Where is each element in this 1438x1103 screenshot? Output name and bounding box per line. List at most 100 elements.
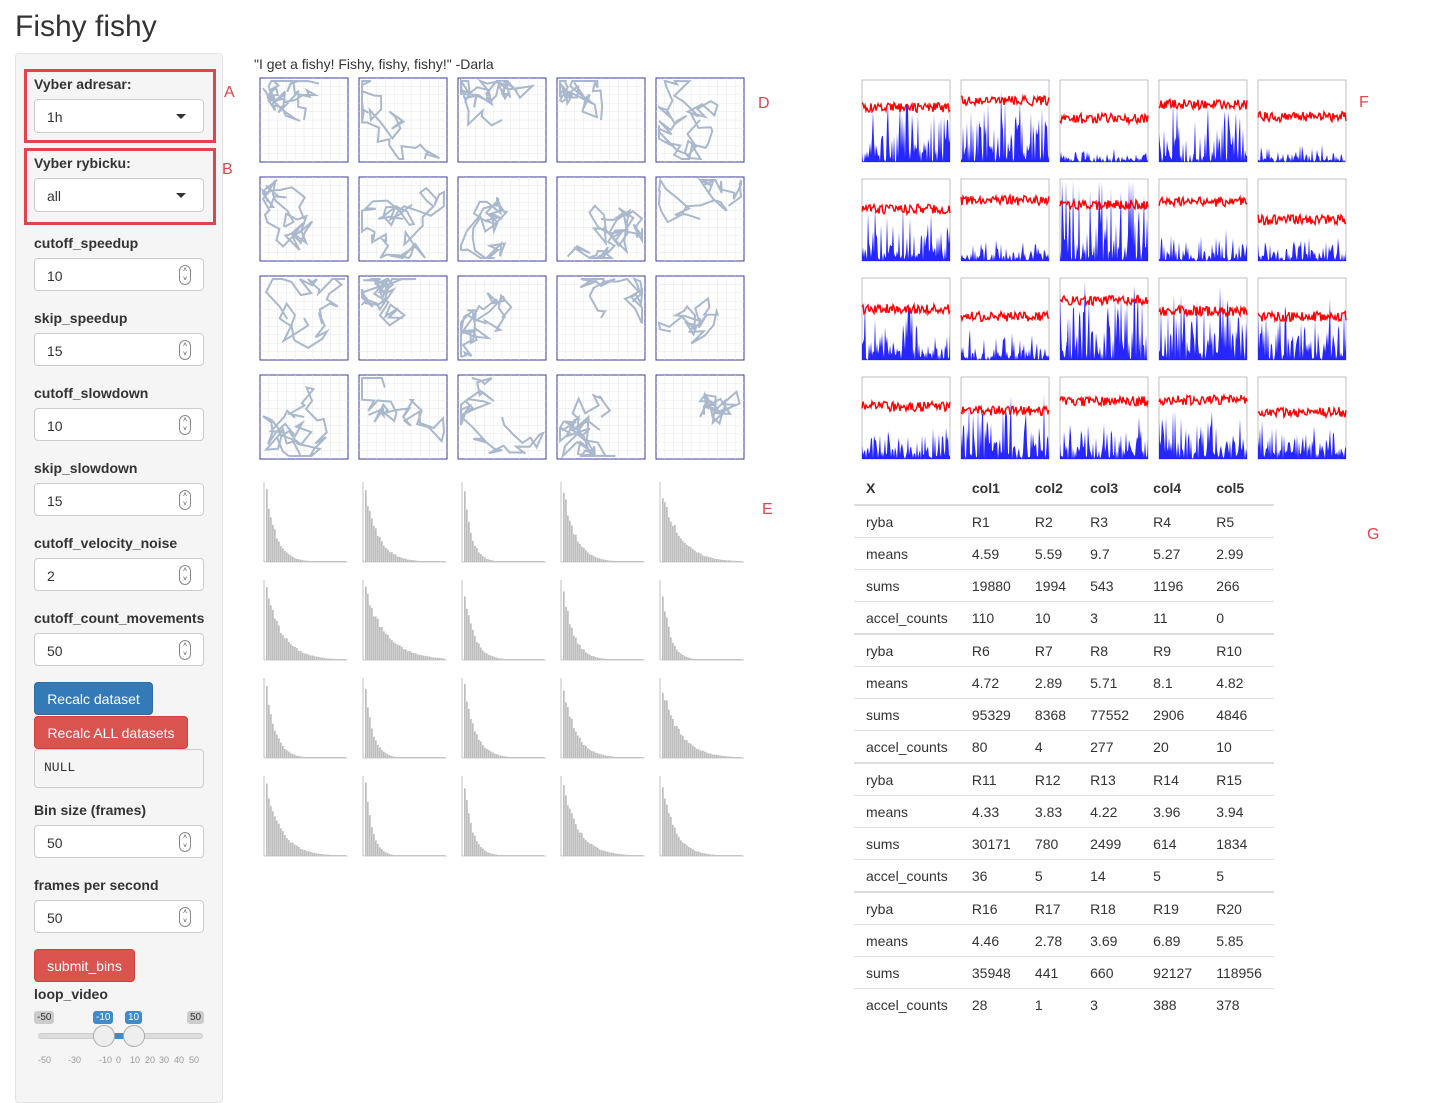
table-cell: 441 [1022,956,1079,989]
histogram-plot [263,580,348,661]
table-cell: 36 [959,859,1023,892]
trajectory-plot [358,176,448,262]
output-text: NULL [34,749,204,788]
histogram-plot [263,678,348,759]
table-cell: 1994 [1022,569,1079,602]
spinner-icon[interactable]: ˄ ˅ [179,907,191,927]
table-cell: 4.72 [959,666,1023,699]
slider-tick: 50 [189,1055,200,1065]
slider-handle-to[interactable] [123,1025,145,1047]
trajectory-plot [457,77,547,163]
table-cell: 19880 [959,569,1023,602]
table-cell: means [854,924,960,957]
histogram-plot [362,678,447,759]
table-cell: R17 [1022,891,1079,925]
trajectory-plot [358,374,448,460]
table-row: ryba R1 R2 R3 R4 R5 [854,504,1274,538]
histogram-plot [461,776,546,857]
table-row: ryba R16 R17 R18 R19 R20 [854,891,1274,925]
bin-size-label: Bin size (frames) [34,802,147,818]
submit-bins-button[interactable]: submit_bins [34,949,135,982]
spinner-icon[interactable]: ˄ ˅ [179,640,191,660]
table-cell: 30171 [959,827,1023,860]
bin-size-input[interactable]: 50 ˄ ˅ [34,825,204,858]
table-cell: 10 [1204,730,1274,763]
slider-max-label: 50 [187,1011,205,1024]
velocity-plot [1158,376,1248,460]
table-cell: 4.59 [959,537,1023,570]
slider-to-label: 10 [125,1011,143,1024]
table-cell: 2.89 [1022,666,1079,699]
spinner-icon[interactable]: ˄ ˅ [179,490,191,510]
table-row: means 4.72 2.89 5.71 8.1 4.82 [854,666,1274,699]
chevron-down-icon [176,193,186,198]
table-cell: 10 [1022,601,1079,634]
spinner-icon[interactable]: ˄ ˅ [179,340,191,360]
table-cell: R6 [959,633,1023,667]
table-cell: means [854,666,960,699]
trajectory-plot [457,374,547,460]
table-cell: 28 [959,988,1023,1020]
cutoff-count-movements-input[interactable]: 50 ˄ ˅ [34,633,204,666]
table-cell: 660 [1078,956,1142,989]
histogram-plot [659,678,744,759]
table-cell: accel_counts [854,859,960,892]
table-cell: R8 [1078,633,1142,667]
marker-g: G [1367,526,1380,543]
trajectory-plot [655,275,745,361]
cutoff-slowdown-input[interactable]: 10 ˄ ˅ [34,408,204,441]
table-cell: 14 [1078,859,1142,892]
table-cell: R19 [1141,891,1205,925]
cutoff-velocity-noise-input[interactable]: 2 ˄ ˅ [34,558,204,591]
table-row: sums 95329 8368 77552 2906 4846 [854,698,1274,731]
table-cell: 0 [1204,601,1274,634]
fish-select[interactable]: all [34,178,204,212]
table-cell: R14 [1141,762,1205,796]
spinner-icon[interactable]: ˄ ˅ [179,415,191,435]
input-value: 50 [47,910,63,926]
table-cell: 5 [1022,859,1079,892]
skip-slowdown-input[interactable]: 15 ˄ ˅ [34,483,204,516]
marker-e: E [762,501,773,518]
spinner-icon[interactable]: ˄ ˅ [179,565,191,585]
chevron-down-icon [176,114,186,119]
table-cell: R1 [959,504,1023,538]
dir-select-value: 1h [47,109,63,125]
spinner-icon[interactable]: ˄ ˅ [179,832,191,852]
table-cell: 4.22 [1078,795,1142,828]
table-cell: R3 [1078,504,1142,538]
cutoff-speedup-input[interactable]: 10 ˄ ˅ [34,258,204,291]
skip-speedup-input[interactable]: 15 ˄ ˅ [34,333,204,366]
trajectory-plot [556,176,646,262]
table-cell: 95329 [959,698,1023,731]
velocity-plot [861,277,951,361]
table-header-cell: col3 [1078,472,1142,506]
fps-input[interactable]: 50 ˄ ˅ [34,900,204,933]
recalc-all-button[interactable]: Recalc ALL datasets [34,716,188,749]
table-cell: 4846 [1204,698,1274,731]
input-value: 10 [47,418,63,434]
skip-slowdown-label: skip_slowdown [34,460,138,476]
table-cell: 110 [959,601,1023,634]
histogram-plot [362,482,447,563]
slider-tick: -30 [68,1055,82,1065]
table-cell: accel_counts [854,601,960,634]
marker-d: D [758,95,770,112]
recalc-dataset-button[interactable]: Recalc dataset [34,682,153,715]
velocity-plot [1257,277,1347,361]
app-title: Fishy fishy [15,10,157,43]
histogram-plot [461,678,546,759]
spinner-icon[interactable]: ˄ ˅ [179,265,191,285]
trajectory-plot [655,77,745,163]
trajectory-plot [556,374,646,460]
slider-handle-from[interactable] [93,1025,115,1047]
dir-select[interactable]: 1h [34,99,204,133]
loop-video-label: loop_video [34,986,108,1002]
table-cell: 80 [959,730,1023,763]
velocity-plot [1059,277,1149,361]
table-cell: R7 [1022,633,1079,667]
table-cell: 4.33 [959,795,1023,828]
trajectory-plot [655,176,745,262]
table-cell: 9.7 [1078,537,1142,570]
histogram-plot [659,482,744,563]
